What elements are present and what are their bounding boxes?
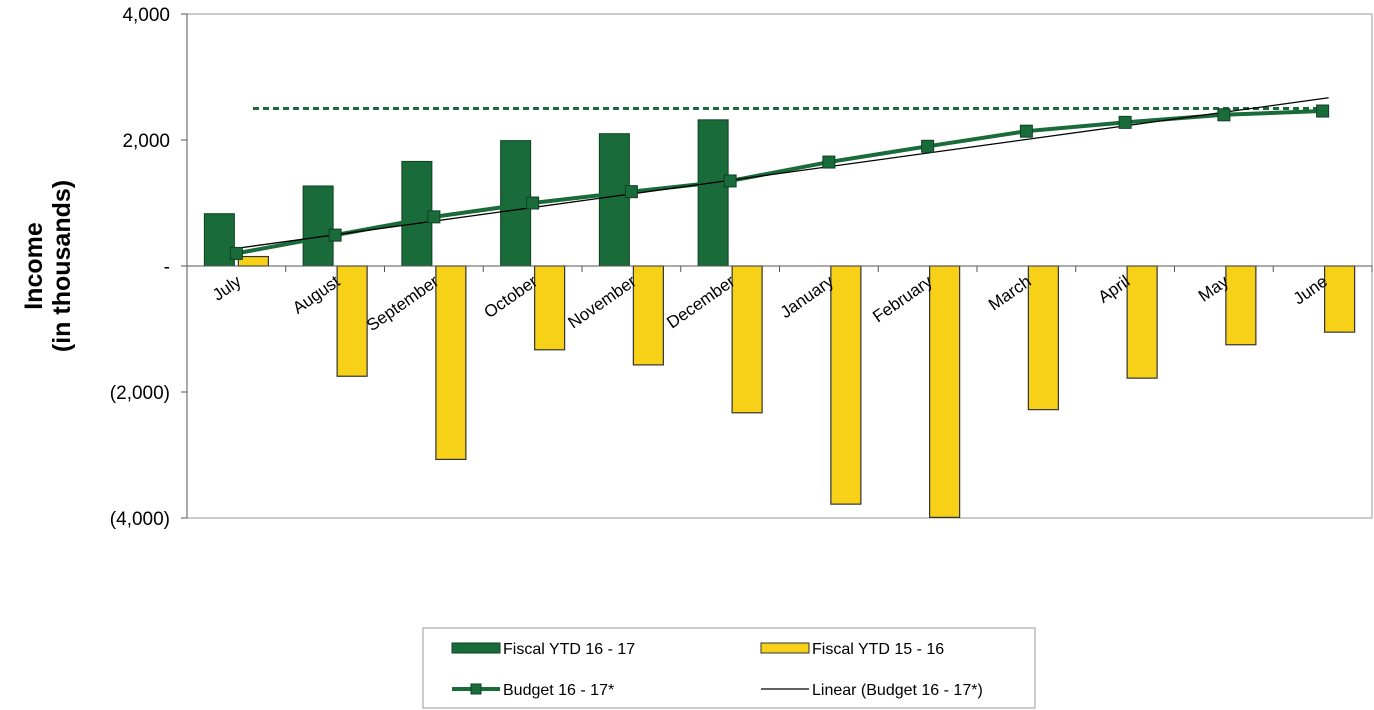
budget-marker xyxy=(1217,108,1231,122)
budget-marker xyxy=(1118,115,1132,129)
budget-marker xyxy=(822,155,836,169)
budget-marker xyxy=(427,210,441,224)
legend-label-budget: Budget 16 - 17* xyxy=(503,682,614,699)
bar-fiscal-15-16 xyxy=(336,265,368,377)
budget-marker xyxy=(328,228,342,242)
legend-box xyxy=(422,627,1036,709)
bar-fiscal-15-16 xyxy=(1126,265,1158,379)
category-label: July xyxy=(209,271,245,304)
category-label: August xyxy=(289,272,343,318)
bar-fiscal-16-17 xyxy=(598,133,630,267)
y-axis: 4,000 2,000 - (2,000) (4,000) xyxy=(110,5,188,530)
bar-fiscal-15-16 xyxy=(435,265,467,461)
y-tick-label: 2,000 xyxy=(122,131,170,152)
bar-fiscal-15-16 xyxy=(929,265,961,518)
legend-item-fiscal-16-17: Fiscal YTD 16 - 17 xyxy=(451,641,635,658)
y-axis-title: Income (in thousands) xyxy=(20,180,76,352)
legend-label-fiscal-16-17: Fiscal YTD 16 - 17 xyxy=(503,641,635,658)
y-tick-label: 4,000 xyxy=(122,5,170,26)
y-tick-label: (2,000) xyxy=(110,383,170,404)
bar-fiscal-15-16 xyxy=(1225,265,1257,346)
bar-fiscal-15-16 xyxy=(1027,265,1059,411)
legend-swatch-budget-marker xyxy=(470,683,482,695)
legend-item-fiscal-15-16: Fiscal YTD 15 - 16 xyxy=(760,641,944,658)
y-tick-label: - xyxy=(164,257,170,278)
legend-item-linear: Linear (Budget 16 - 17*) xyxy=(761,682,983,699)
budget-marker xyxy=(1316,104,1330,118)
y-axis-title-line1: Income xyxy=(20,222,48,310)
legend-swatch-fiscal-15-16 xyxy=(760,642,810,654)
legend-label-linear: Linear (Budget 16 - 17*) xyxy=(812,682,983,699)
category-label: November xyxy=(565,272,640,333)
legend-item-budget: Budget 16 - 17* xyxy=(452,682,614,699)
bar-fiscal-16-17 xyxy=(203,213,235,267)
category-label: March xyxy=(985,272,1035,315)
legend: Fiscal YTD 16 - 17 Fiscal YTD 15 - 16 Bu… xyxy=(422,627,1036,709)
budget-marker xyxy=(921,139,935,153)
bar-fiscal-15-16 xyxy=(830,265,862,505)
lines xyxy=(229,97,1332,260)
budget-marker xyxy=(229,246,243,260)
budget-marker xyxy=(624,185,638,199)
category-labels: July August September October November Decemb… xyxy=(209,271,1331,335)
bar-fiscal-15-16 xyxy=(1324,265,1356,333)
bar-fiscal-15-16 xyxy=(632,265,664,366)
y-tick-label: (4,000) xyxy=(110,509,170,530)
budget-marker xyxy=(1019,124,1033,138)
bar-fiscal-16-17 xyxy=(302,185,334,267)
category-label: October xyxy=(480,272,541,322)
category-label: December xyxy=(663,272,738,333)
budget-marker xyxy=(526,196,540,210)
category-label: February xyxy=(869,271,936,326)
x-axis xyxy=(186,265,1373,272)
legend-swatch-fiscal-16-17 xyxy=(451,642,501,654)
budget-line xyxy=(236,109,1323,256)
bars xyxy=(203,119,1356,518)
budget-marker xyxy=(723,174,737,188)
linear-trendline xyxy=(236,97,1329,250)
legend-label-fiscal-15-16: Fiscal YTD 15 - 16 xyxy=(812,641,944,658)
category-label: January xyxy=(777,271,838,322)
category-label: September xyxy=(363,272,442,335)
y-axis-title-line2: (in thousands) xyxy=(48,180,76,352)
bar-fiscal-15-16 xyxy=(534,265,566,351)
bar-fiscal-16-17 xyxy=(697,119,729,267)
